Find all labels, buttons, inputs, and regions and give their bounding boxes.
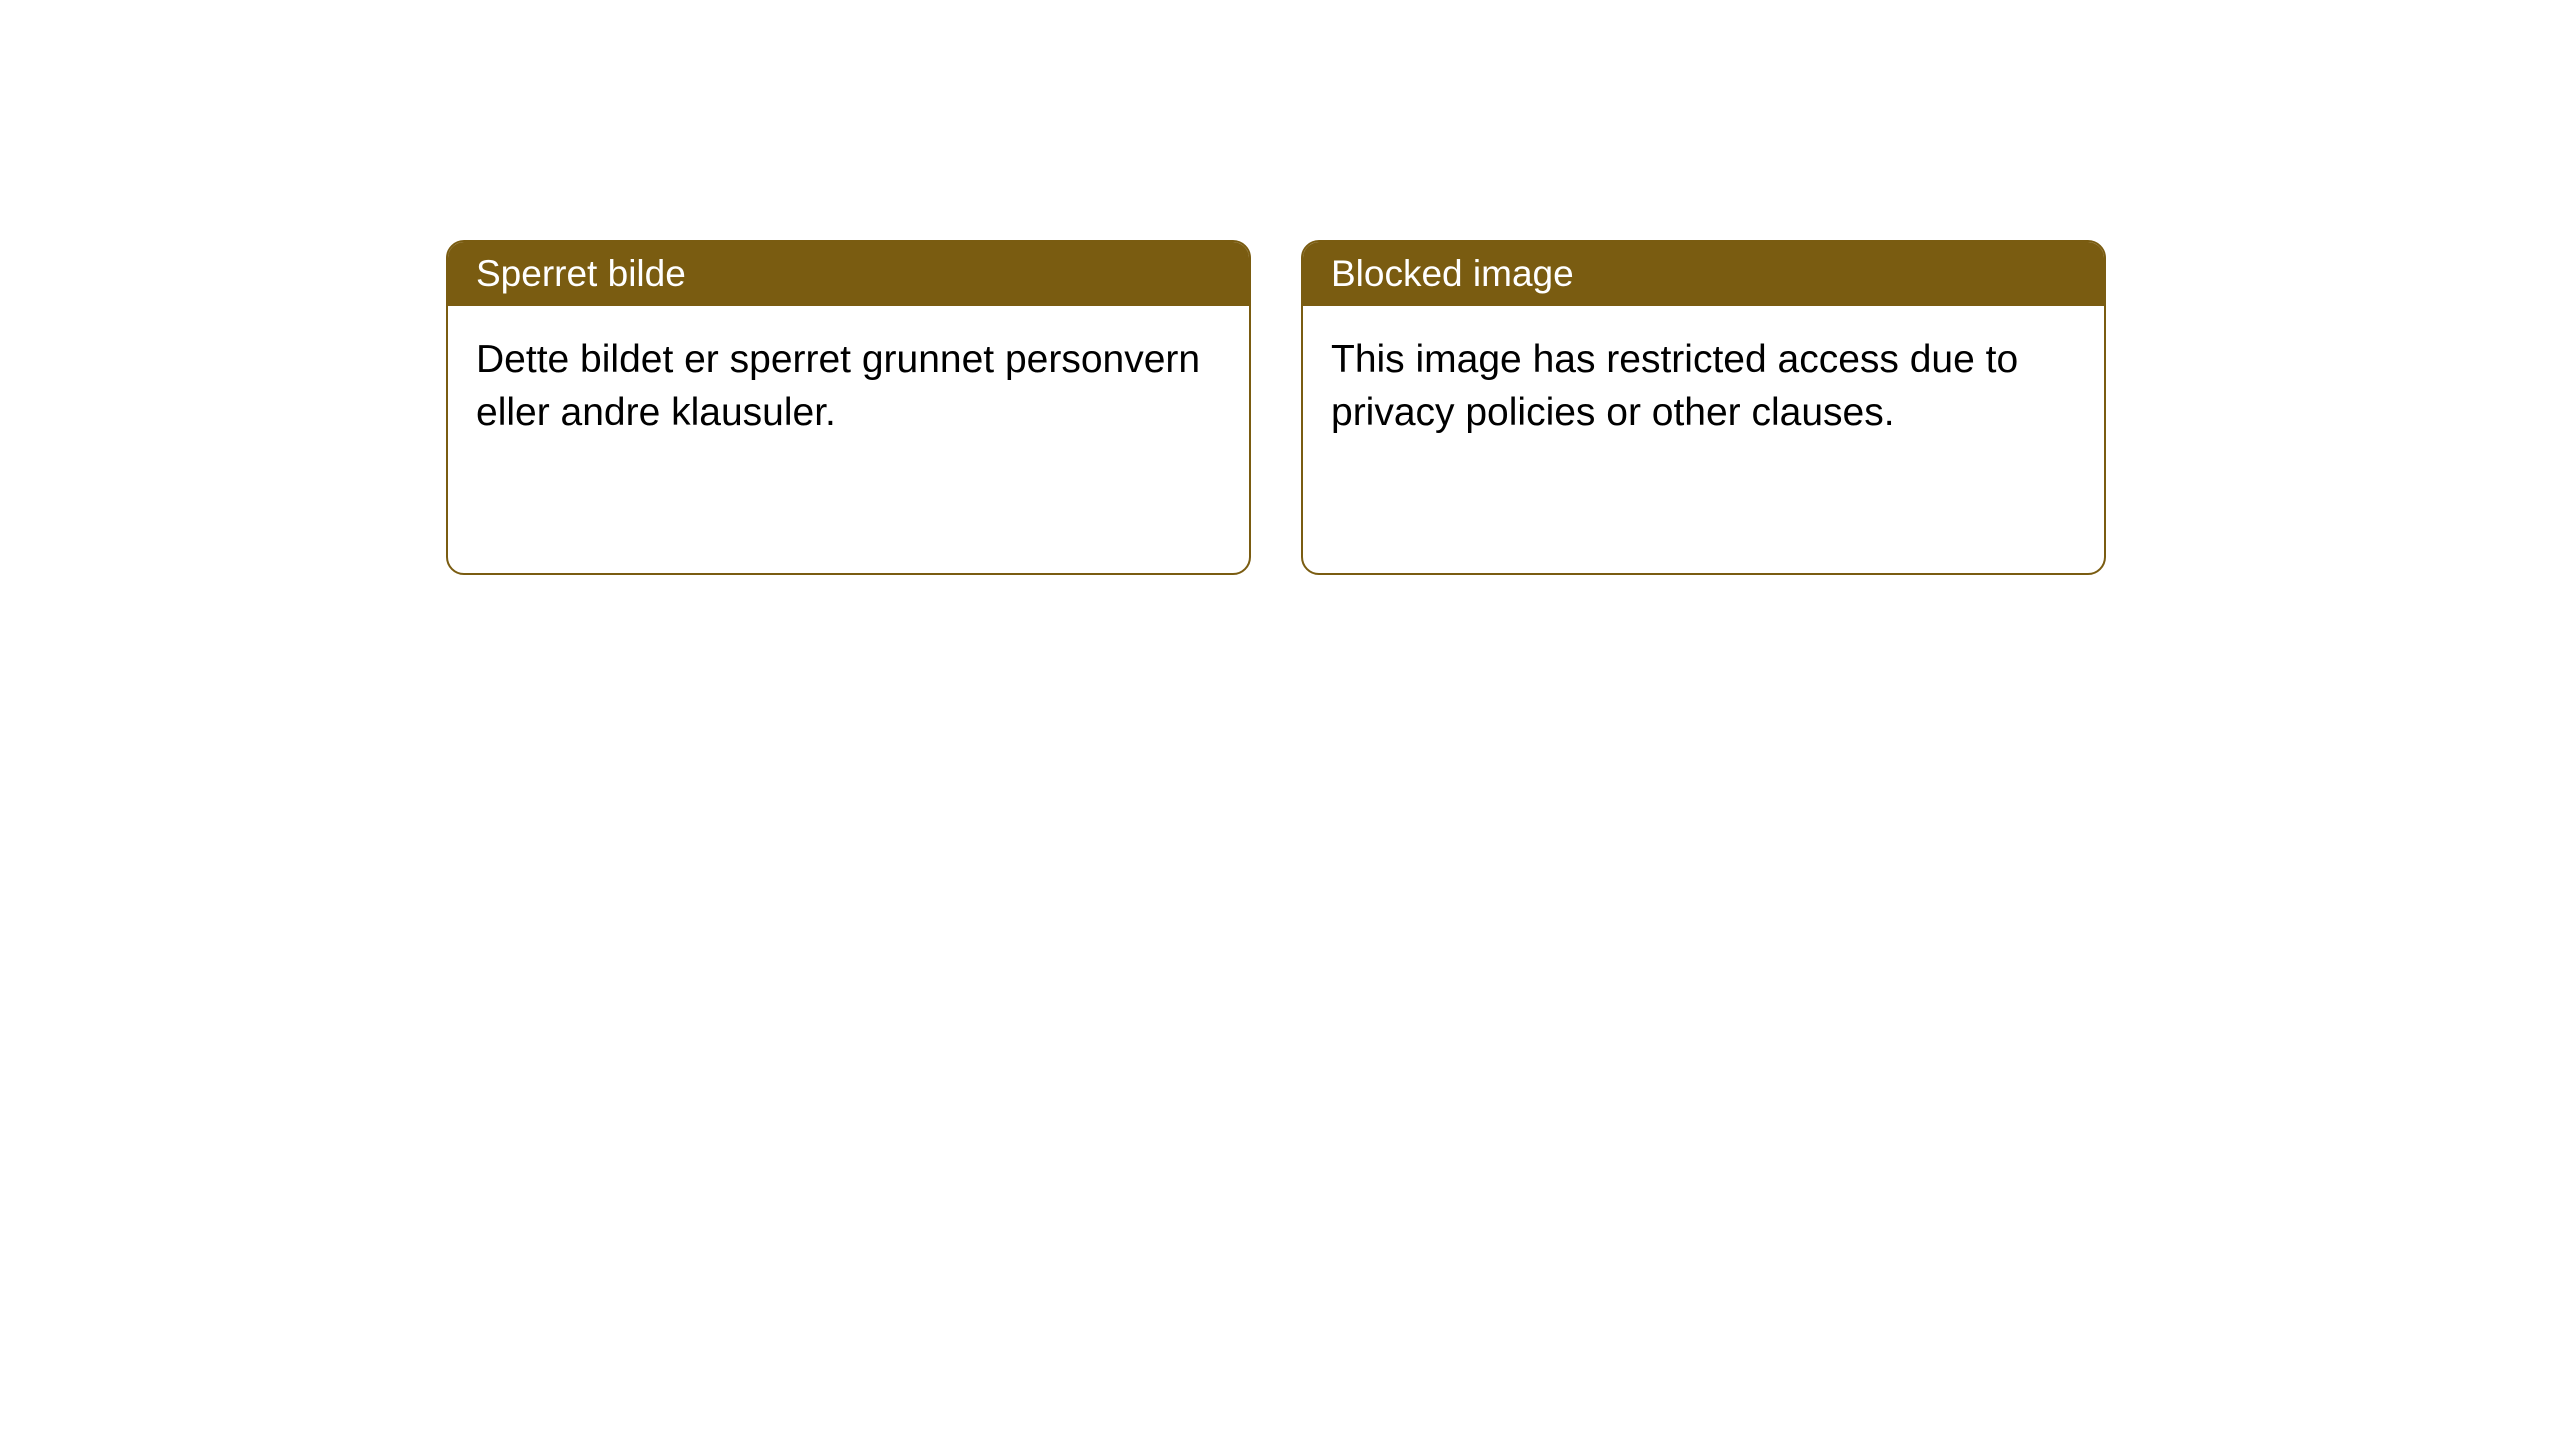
notice-header: Sperret bilde bbox=[448, 242, 1249, 306]
notice-body: This image has restricted access due to … bbox=[1303, 306, 2104, 467]
notice-header: Blocked image bbox=[1303, 242, 2104, 306]
notice-body: Dette bildet er sperret grunnet personve… bbox=[448, 306, 1249, 467]
notice-card-norwegian: Sperret bilde Dette bildet er sperret gr… bbox=[446, 240, 1251, 575]
notice-container: Sperret bilde Dette bildet er sperret gr… bbox=[446, 240, 2106, 575]
notice-card-english: Blocked image This image has restricted … bbox=[1301, 240, 2106, 575]
